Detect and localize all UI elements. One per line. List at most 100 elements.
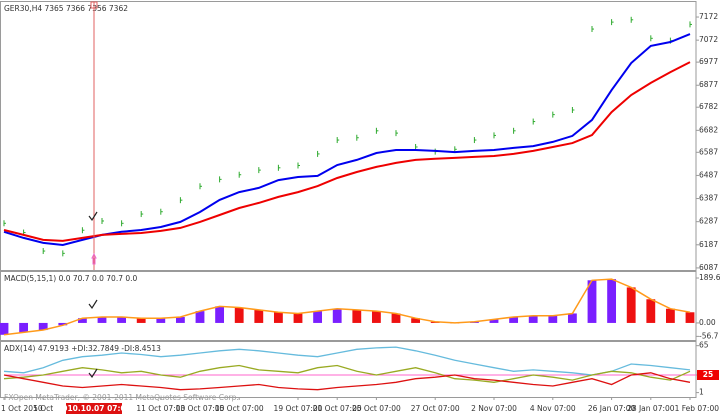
price-bar (219, 176, 222, 183)
histogram-bar (0, 322, 9, 335)
x-tick-label: 26 Jan 07:00 (588, 404, 636, 413)
price-bar (571, 106, 575, 113)
indicator-line (3, 346, 691, 376)
histogram-bar (234, 307, 244, 323)
x-tick-label: 1 Feb 07:00 (675, 404, 720, 413)
indicator-line (3, 61, 691, 242)
histogram-bar (313, 311, 323, 323)
x-tick-label: 19 Oct 07:00 (274, 404, 323, 413)
histogram-bar (38, 322, 48, 331)
histogram-bar (411, 318, 421, 323)
histogram-bar (195, 311, 205, 323)
histogram-bar (489, 319, 499, 323)
histogram-bar (293, 313, 303, 323)
price-bar (650, 35, 653, 42)
check-mark (88, 299, 98, 310)
price-bar (179, 197, 183, 204)
x-tick-label: 27 Oct 07:00 (411, 404, 460, 413)
buy-arrow (91, 252, 97, 265)
y-tick-label: 6087 (699, 263, 718, 272)
y-tick-label: 6187 (699, 240, 718, 249)
y-tick-label: 7072 (699, 35, 718, 44)
histogram-outline (3, 278, 691, 336)
y-tick-label: 6682 (699, 125, 718, 134)
histogram-bar (509, 317, 519, 323)
histogram-bar (626, 287, 636, 323)
x-tick-label: 25 Oct 07:00 (352, 404, 401, 413)
watermark: FXOpen MetaTrader, © 2001-2011 MetaQuote… (4, 393, 239, 402)
y-tick-label: 6287 (699, 217, 718, 226)
price-bar (630, 16, 634, 23)
price-bar (336, 137, 340, 144)
price-bar (689, 21, 692, 28)
panel-frame (0, 271, 697, 341)
y-tick-label: 1 (699, 388, 704, 397)
x-tick-label: 28 Jan 07:00 (627, 404, 675, 413)
price-bar (317, 150, 320, 157)
histogram-bar (58, 322, 68, 326)
histogram-bar (548, 315, 558, 323)
histogram-bar (391, 313, 401, 323)
price-bar (493, 132, 496, 139)
histogram-bar (646, 299, 656, 323)
marker-label: 2010.10.07 07:00 (57, 404, 131, 413)
indicator-line (3, 364, 691, 383)
histogram-bar (136, 318, 146, 323)
histogram-bar (215, 306, 225, 323)
price-bar (395, 130, 398, 137)
marker-label-box (66, 403, 122, 414)
histogram-bar (332, 308, 342, 323)
level-label-box (697, 370, 719, 380)
y-tick-label: -56.7 (699, 331, 719, 340)
price-bar (81, 227, 85, 234)
y-tick-label: 65 (699, 341, 709, 350)
x-tick-label: 11 Oct 07:00 (136, 404, 185, 413)
price-bar (121, 220, 124, 227)
y-tick-label: 189.6 (699, 273, 720, 282)
x-tick-label: 13 Oct 07:00 (176, 404, 225, 413)
x-tick-label: 21 Oct 07:00 (313, 404, 362, 413)
x-tick-label: 4 Nov 07:00 (530, 404, 576, 413)
histogram-bar (528, 315, 538, 323)
histogram-bar (665, 308, 675, 323)
histogram-bar (254, 309, 264, 323)
indicator-line (3, 372, 691, 391)
histogram-bar (371, 311, 381, 323)
price-bar (611, 19, 614, 26)
histogram-bar (352, 309, 362, 323)
histogram-bar (77, 318, 87, 323)
price-bar (199, 183, 202, 190)
panel-frame (0, 1, 697, 271)
price-bar (42, 248, 46, 255)
y-tick-label: 25 (703, 370, 713, 379)
y-tick-label: 6877 (699, 80, 718, 89)
price-bar (356, 134, 359, 141)
price-bar (591, 26, 594, 33)
y-tick-label: 0.00 (699, 318, 716, 327)
price-bar (238, 171, 242, 178)
marker-handle (90, 1, 98, 9)
panel-title: ADX(14) 47.9193 +DI:32.7849 -DI:8.4513 (4, 344, 161, 353)
y-tick-label: 7172 (699, 12, 718, 21)
y-tick-label: 6977 (699, 57, 718, 66)
price-bar (297, 162, 300, 169)
panel-title: MACD(5,15,1) 0.0 70.7 0.0 70.7 0.0 (4, 274, 138, 283)
price-bar (258, 167, 261, 174)
histogram-bar (19, 322, 29, 333)
price-bar (513, 127, 516, 134)
price-bar (160, 208, 163, 215)
y-tick-label: 6487 (699, 170, 718, 179)
histogram-bar (587, 280, 597, 323)
histogram-bar (97, 317, 107, 323)
histogram-bar (685, 312, 695, 323)
x-tick-label: 5 Oct (33, 404, 53, 413)
price-bar (415, 143, 418, 150)
x-tick-label: 2 Nov 07:00 (471, 404, 517, 413)
price-bar (277, 164, 281, 171)
x-tick-label: 1 Oct 2010 (1, 404, 43, 413)
histogram-bar (607, 279, 617, 323)
y-tick-label: 6587 (699, 147, 718, 156)
price-bar (140, 211, 144, 218)
